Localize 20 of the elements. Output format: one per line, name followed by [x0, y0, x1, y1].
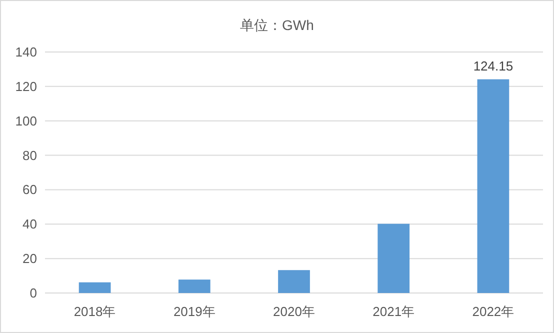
y-tick-label: 100 — [15, 113, 37, 128]
chart-title: 单位：GWh — [240, 17, 314, 33]
bar — [477, 79, 510, 293]
x-tick-label: 2022年 — [472, 304, 514, 319]
x-tick-label: 2018年 — [74, 304, 116, 319]
bar — [178, 280, 210, 293]
y-tick-label: 0 — [30, 286, 37, 300]
y-tick-label: 120 — [15, 78, 37, 94]
y-tick-label: 80 — [22, 148, 37, 163]
bar — [378, 224, 410, 293]
y-tick-label: 60 — [22, 182, 37, 198]
x-tick-label: 2020年 — [273, 304, 315, 319]
bar — [78, 282, 111, 293]
x-tick-label: 2021年 — [372, 304, 415, 319]
bar — [278, 270, 310, 293]
x-tick-label: 2019年 — [173, 304, 216, 319]
y-tick-label: 40 — [22, 216, 37, 232]
y-tick-label: 20 — [22, 251, 37, 266]
y-tick-label: 140 — [15, 44, 37, 60]
data-label: 124.15 — [473, 58, 514, 74]
